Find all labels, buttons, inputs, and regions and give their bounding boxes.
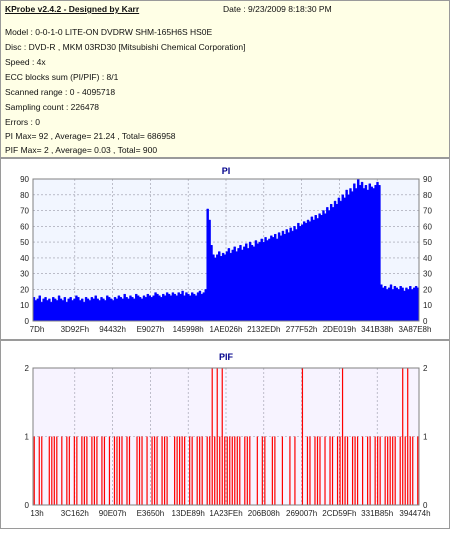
pi-chart: PI 0 0 10 10 20 20 30 30 40 40 50 50 60 60 70 70 80 80 90 90… xyxy=(20,166,432,334)
pi-series-area xyxy=(32,178,420,322)
y-tick-label-left: 90 xyxy=(20,175,29,184)
y-tick-label-left: 2 xyxy=(25,364,30,373)
x-tick-label: 3C162h xyxy=(61,509,89,518)
y-tick-label-left: 0 xyxy=(25,501,30,510)
y-tick-label-left: 0 xyxy=(25,317,30,326)
pi-chart-panel: PI 0 0 10 10 20 20 30 30 40 40 50 50 60 60 70 70 80 80 90 90… xyxy=(0,158,450,340)
y-tick-label-left: 40 xyxy=(20,254,29,263)
y-tick-label-right: 2 xyxy=(423,364,428,373)
y-tick-label-right: 80 xyxy=(423,191,432,200)
chart-title: PIF xyxy=(219,352,234,362)
y-tick-label-right: 0 xyxy=(423,317,428,326)
y-tick-label-left: 70 xyxy=(20,207,29,216)
info-line-model: Model : 0-0-1-0 LITE-ON DVDRW SHM-165H6S… xyxy=(5,27,213,37)
x-tick-label: 394474h xyxy=(399,509,430,518)
scan-date: Date : 9/23/2009 8:18:30 PM xyxy=(223,4,332,14)
plot-frame xyxy=(32,367,420,506)
x-tick-label: 2CD59Fh xyxy=(322,509,356,518)
y-tick-label-left: 10 xyxy=(20,301,29,310)
x-tick-label: 2132EDh xyxy=(247,325,280,334)
y-tick-label-right: 1 xyxy=(423,433,428,442)
y-tick-label-right: 30 xyxy=(423,270,432,279)
x-tick-label: 1A23FEh xyxy=(209,509,242,518)
x-tick-label: 90E07h xyxy=(99,509,127,518)
y-tick-label-left: 1 xyxy=(25,433,30,442)
x-tick-label: 341B38h xyxy=(361,325,393,334)
info-line-range: Scanned range : 0 - 4095718 xyxy=(5,87,116,97)
y-tick-label-right: 90 xyxy=(423,175,432,184)
y-tick-label-right: 60 xyxy=(423,222,432,231)
y-tick-label-right: 40 xyxy=(423,254,432,263)
pif-chart-panel: PIF 0 0 1 1 2 2 13h 3C162h 90E07h E3650h 13DE89h 1A2… xyxy=(0,340,450,529)
info-line-pi-stats: PI Max= 92 , Average= 21.24 , Total= 686… xyxy=(5,131,176,141)
info-line-pif-stats: PIF Max= 2 , Average= 0.03 , Total= 900 xyxy=(5,145,158,155)
y-tick-label-right: 0 xyxy=(423,501,428,510)
x-tick-label: 94432h xyxy=(99,325,126,334)
y-tick-label-right: 50 xyxy=(423,238,432,247)
chart-title: PI xyxy=(222,166,231,176)
x-tick-label: 7Dh xyxy=(30,325,45,334)
y-tick-label-left: 30 xyxy=(20,270,29,279)
x-tick-label: 269007h xyxy=(286,509,317,518)
app-title: KProbe v2.4.2 - Designed by Karr xyxy=(5,4,140,14)
x-tick-label: 277F52h xyxy=(286,325,318,334)
info-line-sampling: Sampling count : 226478 xyxy=(5,102,100,112)
x-tick-label: 145998h xyxy=(173,325,204,334)
y-tick-label-left: 50 xyxy=(20,238,29,247)
info-line-disc: Disc : DVD-R , MKM 03RD30 [Mitsubishi Ch… xyxy=(5,42,246,52)
info-line-ecc: ECC blocks sum (PI/PIF) : 8/1 xyxy=(5,72,119,82)
info-line-errors: Errors : 0 xyxy=(5,117,40,127)
x-tick-label: 2DE019h xyxy=(323,325,356,334)
y-tick-label-right: 70 xyxy=(423,207,432,216)
y-tick-label-left: 20 xyxy=(20,285,29,294)
x-tick-label: 3D92Fh xyxy=(61,325,89,334)
info-line-speed: Speed : 4x xyxy=(5,57,46,67)
x-tick-label: 331B85h xyxy=(361,509,393,518)
x-tick-label: 13DE89h xyxy=(172,509,205,518)
y-tick-label-left: 80 xyxy=(20,191,29,200)
y-tick-label-left: 60 xyxy=(20,222,29,231)
x-tick-label: E3650h xyxy=(137,509,165,518)
x-tick-label: 1AE026h xyxy=(210,325,243,334)
y-tick-label-right: 10 xyxy=(423,301,432,310)
pif-chart: PIF 0 0 1 1 2 2 13h 3C162h 90E07h E3650h 13DE89h 1A2… xyxy=(25,352,431,518)
x-tick-label: E9027h xyxy=(137,325,165,334)
x-tick-label: 13h xyxy=(30,509,43,518)
x-tick-label: 206B08h xyxy=(248,509,280,518)
y-tick-label-right: 20 xyxy=(423,285,432,294)
x-tick-label: 3A87E8h xyxy=(399,325,432,334)
info-panel: KProbe v2.4.2 - Designed by Karr Date : … xyxy=(0,0,450,158)
plot-frame xyxy=(32,178,420,322)
